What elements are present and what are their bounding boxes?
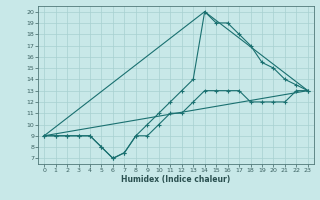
X-axis label: Humidex (Indice chaleur): Humidex (Indice chaleur) <box>121 175 231 184</box>
